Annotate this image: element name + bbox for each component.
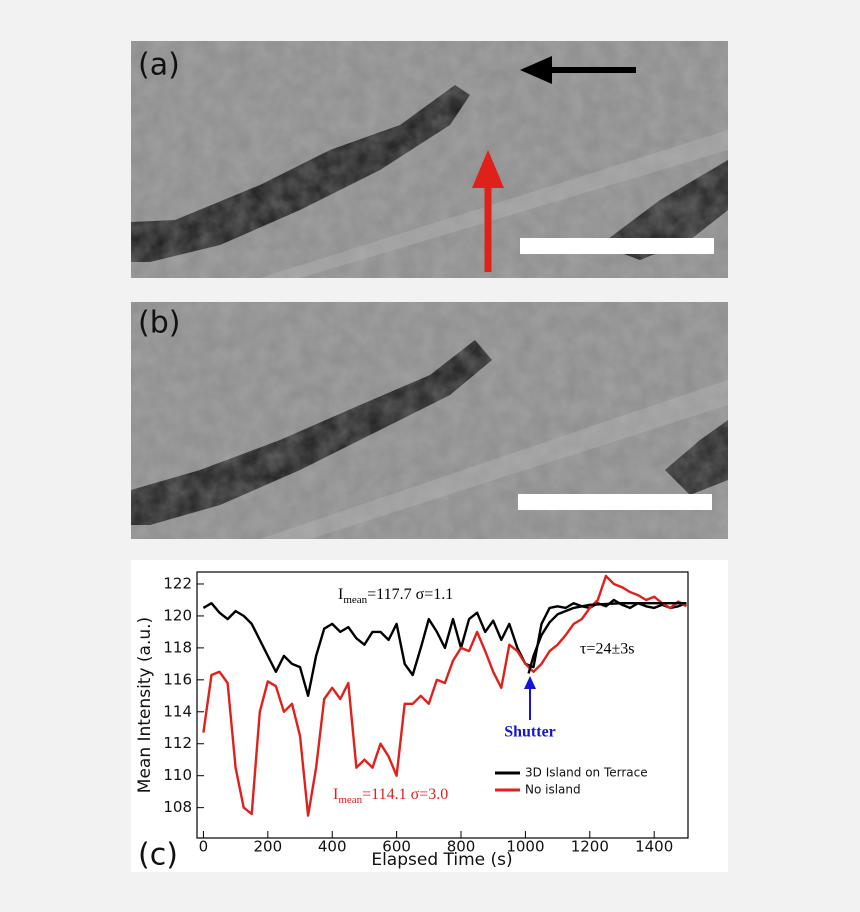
- y-tick-label: 122: [163, 574, 192, 592]
- x-tick-label: 0: [199, 838, 209, 856]
- data-line: [527, 602, 687, 674]
- annotation-sub: mean: [338, 794, 362, 806]
- image-b: (b): [131, 302, 728, 539]
- x-tick-label: 800: [447, 838, 476, 856]
- chart-background: [131, 560, 728, 872]
- x-tick-label: 1400: [635, 838, 673, 856]
- x-axis-label: Elapsed Time (s): [371, 850, 512, 870]
- annotation-text: I: [333, 786, 338, 803]
- annotation: Shutter: [504, 724, 556, 741]
- plot-frame: [196, 571, 689, 839]
- annotation: τ=24±3s: [580, 641, 634, 658]
- y-tick-label: 110: [163, 766, 192, 784]
- shutter-arrowhead: [524, 676, 536, 689]
- panel-label: (c): [138, 838, 178, 873]
- y-axis-label: Mean Intensity (a.u.): [135, 617, 155, 793]
- annotation: Imean=114.1 σ=3.0: [333, 786, 448, 806]
- y-tick-label: 116: [163, 670, 192, 688]
- legend-label: 3D Island on Terrace: [525, 766, 648, 780]
- panel-label: (a): [138, 48, 180, 83]
- panel-label: (b): [138, 306, 180, 341]
- image-a: (a): [131, 41, 728, 278]
- y-tick-label: 114: [163, 702, 192, 720]
- data-line: [202, 598, 687, 697]
- annotation-text: I: [338, 586, 343, 603]
- x-tick-label: 1000: [506, 838, 544, 856]
- annotation: Imean=117.7 σ=1.1: [338, 586, 453, 606]
- x-tick-label: 600: [382, 838, 411, 856]
- y-tick-label: 108: [163, 798, 192, 816]
- data-line: [202, 574, 688, 817]
- annotation-text: =114.1 σ=3.0: [362, 786, 448, 803]
- y-tick-label: 118: [163, 638, 192, 656]
- x-tick-label: 200: [254, 838, 283, 856]
- annotation-sub: mean: [343, 594, 367, 606]
- y-tick-label: 112: [163, 734, 192, 752]
- x-tick-label: 1200: [571, 838, 609, 856]
- x-tick-label: 400: [318, 838, 347, 856]
- y-tick-label: 120: [163, 606, 192, 624]
- legend-label: No island: [525, 783, 581, 797]
- plot: 0 200 400 600 800 1000 1200 1400 108 110 112 114 116…: [163, 574, 688, 856]
- annotation-text: =117.7 σ=1.1: [367, 586, 453, 603]
